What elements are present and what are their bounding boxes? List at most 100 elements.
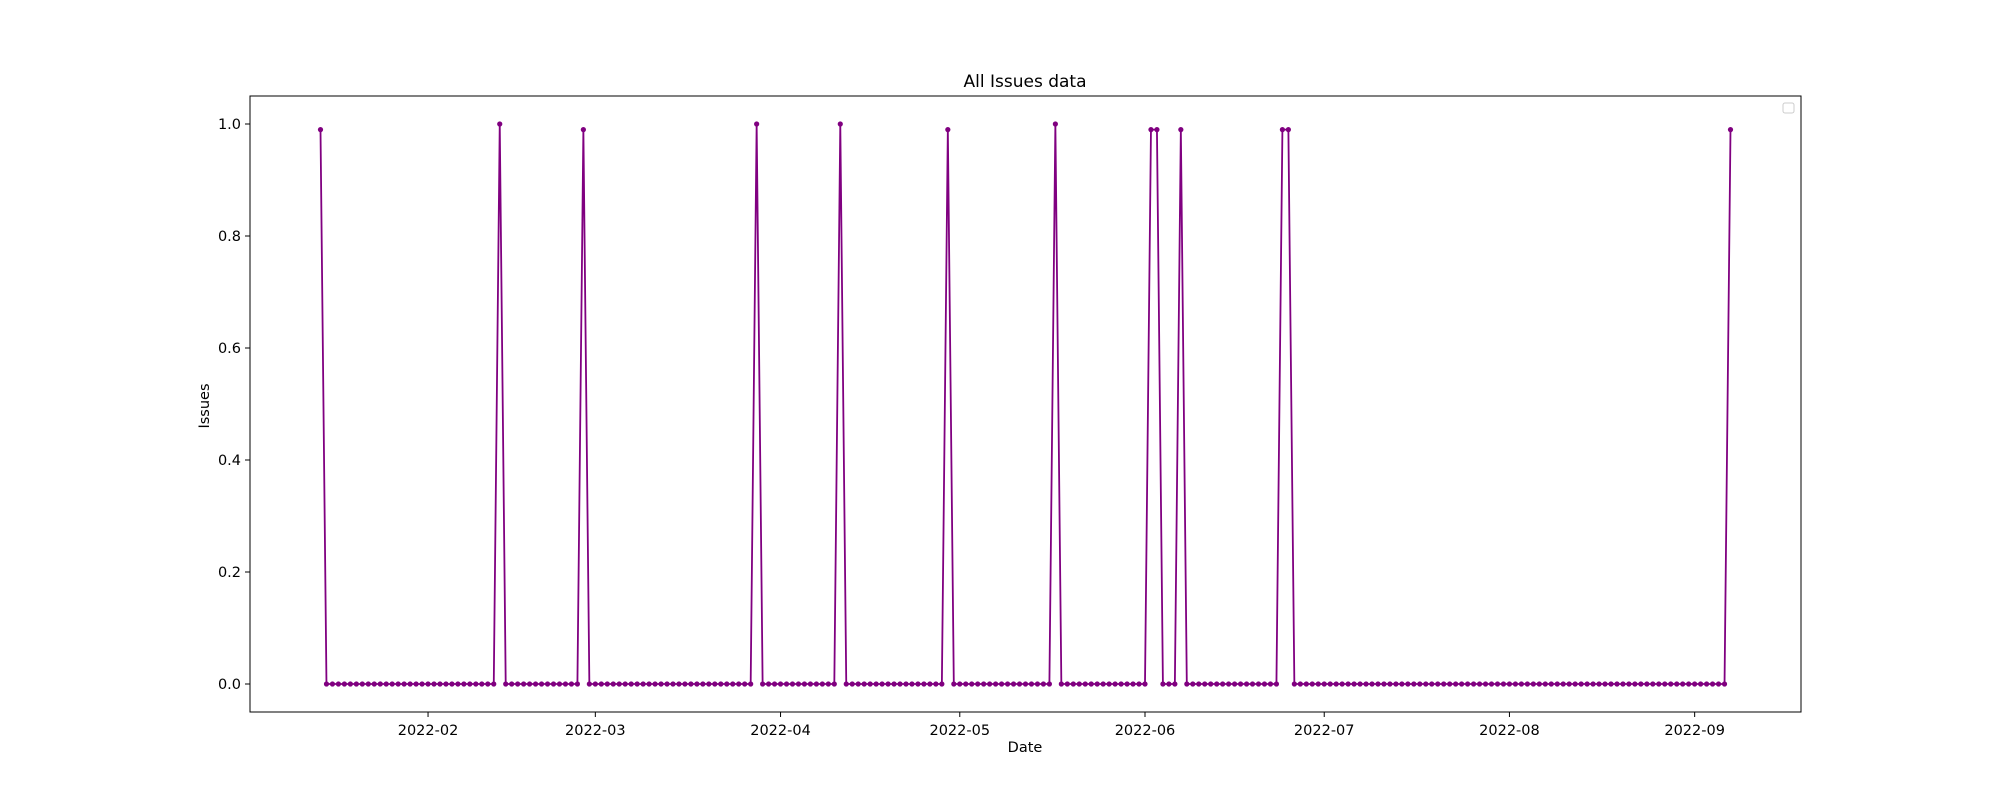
data-point [1453,681,1459,687]
data-point [903,681,909,687]
data-point [957,681,963,687]
data-point [754,121,760,127]
data-point [664,681,670,687]
data-point [843,681,849,687]
data-point [383,681,389,687]
x-tick-label: 2022-07 [1294,723,1355,739]
data-point [1674,681,1680,687]
data-point [1590,681,1596,687]
data-point [1232,681,1238,687]
data-point [873,681,879,687]
data-point [1267,681,1274,687]
data-point [1309,681,1315,687]
data-point [1560,681,1566,687]
data-point [604,681,610,687]
data-point [497,121,503,127]
data-point [795,681,802,687]
data-point [730,681,736,687]
data-point [801,681,808,687]
chart-title: All Issues data [964,72,1087,92]
data-point [855,681,861,687]
data-point [849,681,855,687]
data-point [1488,681,1495,687]
data-point [963,681,969,687]
data-point [1572,681,1578,687]
data-point [1596,681,1602,687]
data-point [837,121,843,127]
data-point [491,681,497,687]
data-point [1470,681,1477,687]
data-point [1052,121,1058,127]
data-point [473,681,479,687]
data-point [1255,681,1262,687]
data-point [987,681,993,687]
data-point [915,681,921,687]
data-point [1369,681,1375,687]
data-point [1578,681,1584,687]
data-point [479,681,485,687]
data-point [1202,681,1208,687]
data-point [1506,681,1513,687]
data-point [933,681,939,687]
data-point [485,681,491,687]
data-point [1650,681,1656,687]
plot-area [249,95,1802,713]
data-point [969,681,975,687]
data-point [813,681,819,687]
data-point [1148,127,1154,133]
data-point [1100,681,1106,687]
data-point [550,681,557,687]
data-point [1662,681,1668,687]
data-point [1046,681,1052,687]
data-point [1022,681,1029,687]
data-point [598,681,604,687]
data-point [1632,681,1638,687]
data-point [389,681,395,687]
data-point [1536,681,1542,687]
data-point [1136,681,1142,687]
x-tick-label: 2022-02 [398,723,459,739]
data-point [1279,127,1286,133]
data-point [1435,681,1441,687]
y-tick-label: 1.0 [218,117,241,133]
data-point [885,681,891,687]
data-point [532,681,539,687]
data-point [1417,681,1423,687]
data-point [568,681,575,687]
data-point [646,681,652,687]
data-point [1530,681,1536,687]
data-point [676,681,682,687]
data-point [1518,681,1524,687]
data-point [443,681,449,687]
data-point [1524,681,1530,687]
data-point [1166,681,1172,687]
data-point [461,681,467,687]
data-point [467,681,473,687]
data-point [939,681,945,687]
data-point [700,681,706,687]
data-point [521,681,527,687]
data-point [921,681,927,687]
x-tick-label: 2022-06 [1115,723,1176,739]
data-point [634,681,640,687]
x-axis-label: Date [1008,740,1043,756]
y-tick-label: 0.8 [218,229,241,245]
data-point [1303,681,1309,687]
data-point [1375,681,1381,687]
data-point [323,681,330,687]
data-point [1118,681,1124,687]
data-point [562,681,569,687]
y-tick-label: 0.2 [218,565,241,581]
data-point [1554,681,1560,687]
data-point [951,681,957,687]
data-point [1620,681,1626,687]
data-point [1351,681,1357,687]
data-point [879,681,885,687]
x-tick-label: 2022-03 [565,723,626,739]
data-point [1339,681,1345,687]
data-point [628,681,634,687]
data-point [819,681,825,687]
data-point [1010,681,1017,687]
data-point [1190,681,1196,687]
